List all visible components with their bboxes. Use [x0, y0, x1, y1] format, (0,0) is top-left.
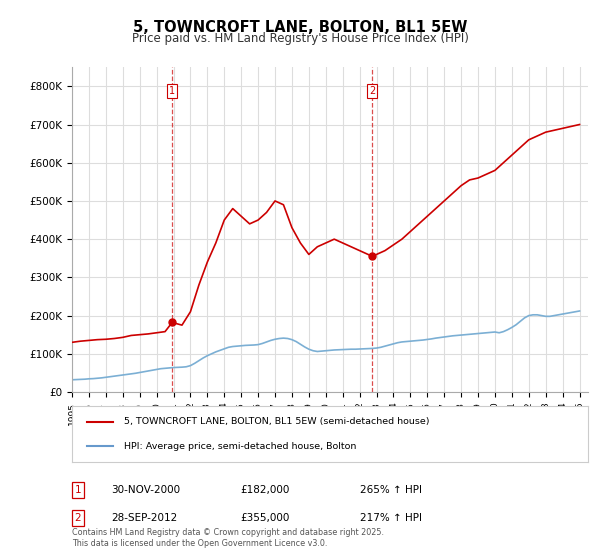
- Text: 28-SEP-2012: 28-SEP-2012: [111, 513, 177, 523]
- Text: Price paid vs. HM Land Registry's House Price Index (HPI): Price paid vs. HM Land Registry's House …: [131, 32, 469, 45]
- Text: 217% ↑ HPI: 217% ↑ HPI: [360, 513, 422, 523]
- Text: 2: 2: [74, 513, 82, 523]
- Text: 265% ↑ HPI: 265% ↑ HPI: [360, 485, 422, 495]
- Text: 5, TOWNCROFT LANE, BOLTON, BL1 5EW: 5, TOWNCROFT LANE, BOLTON, BL1 5EW: [133, 20, 467, 35]
- Text: 1: 1: [169, 86, 175, 96]
- Text: 1: 1: [74, 485, 82, 495]
- Text: £355,000: £355,000: [240, 513, 289, 523]
- Text: Contains HM Land Registry data © Crown copyright and database right 2025.
This d: Contains HM Land Registry data © Crown c…: [72, 528, 384, 548]
- Text: 30-NOV-2000: 30-NOV-2000: [111, 485, 180, 495]
- Text: 2: 2: [369, 86, 376, 96]
- Text: HPI: Average price, semi-detached house, Bolton: HPI: Average price, semi-detached house,…: [124, 442, 356, 451]
- Text: 5, TOWNCROFT LANE, BOLTON, BL1 5EW (semi-detached house): 5, TOWNCROFT LANE, BOLTON, BL1 5EW (semi…: [124, 417, 429, 426]
- Text: £182,000: £182,000: [240, 485, 289, 495]
